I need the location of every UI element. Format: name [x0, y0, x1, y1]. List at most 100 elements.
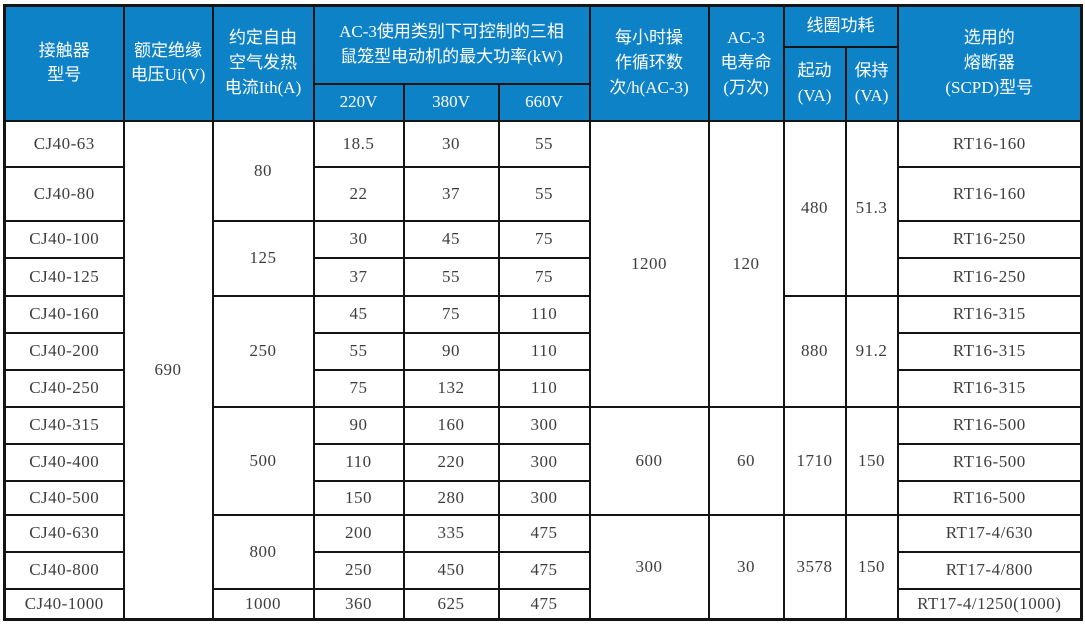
table-row: CJ40-125 37 55 75 RT16-250 — [3, 256, 1083, 297]
header-row-1: 接触器 型号 额定绝缘 电压Ui(V) 约定自由 空气发热 电流Ith(A) A… — [3, 4, 1083, 122]
fuse-cell: RT16-500 — [896, 405, 1083, 445]
coil-start-cell: 1710 — [782, 405, 847, 516]
model-cell: CJ40-800 — [3, 550, 125, 590]
life-cell: 60 — [707, 405, 785, 516]
power-660-cell: 475 — [497, 550, 591, 590]
power-660-cell: 110 — [497, 368, 591, 408]
power-380-cell: 45 — [402, 219, 500, 259]
header-electrical-life: AC-3 电寿命 (万次) — [707, 4, 785, 122]
table-row: CJ40-400 110 220 300 RT16-500 — [3, 442, 1083, 482]
model-cell: CJ40-500 — [3, 479, 125, 516]
table-header: 接触器 型号 额定绝缘 电压Ui(V) 约定自由 空气发热 电流Ith(A) A… — [3, 4, 1083, 122]
header-model: 接触器 型号 — [3, 4, 125, 122]
coil-hold-cell: 150 — [844, 513, 899, 621]
ith-cell: 800 — [211, 513, 315, 590]
table-row: CJ40-80 22 37 55 RT16-160 — [3, 165, 1083, 222]
fuse-cell: RT16-250 — [896, 219, 1083, 259]
power-220-cell: 250 — [312, 550, 405, 590]
cycles-cell: 1200 — [588, 119, 710, 408]
model-cell: CJ40-125 — [3, 256, 125, 297]
header-coil-power: 线圈功耗 — [782, 4, 899, 48]
model-cell: CJ40-630 — [3, 513, 125, 553]
contactor-spec-table: 接触器 型号 额定绝缘 电压Ui(V) 约定自由 空气发热 电流Ith(A) A… — [3, 4, 1084, 621]
model-cell: CJ40-160 — [3, 294, 125, 334]
coil-start-cell: 3578 — [782, 513, 847, 621]
header-thermal-current: 约定自由 空气发热 电流Ith(A) — [211, 4, 315, 122]
power-380-cell: 280 — [402, 479, 500, 516]
fuse-cell: RT17-4/1250(1000) — [896, 587, 1083, 621]
life-cell: 30 — [707, 513, 785, 621]
header-op-cycles: 每小时操 作循环数 次/h(AC-3) — [588, 4, 710, 122]
table-row: CJ40-100 125 30 45 75 RT16-250 — [3, 219, 1083, 297]
fuse-cell: RT17-4/630 — [896, 513, 1083, 553]
fuse-cell: RT16-315 — [896, 368, 1083, 408]
header-insulation-voltage: 额定绝缘 电压Ui(V) — [122, 4, 214, 122]
power-220-cell: 22 — [312, 165, 405, 222]
coil-hold-cell: 91.2 — [844, 294, 899, 408]
power-660-cell: 55 — [497, 165, 591, 222]
power-660-cell: 75 — [497, 219, 591, 259]
header-power-220: 220V — [312, 82, 405, 122]
power-220-cell: 150 — [312, 479, 405, 516]
power-220-cell: 75 — [312, 368, 405, 408]
voltage-cell: 690 — [122, 119, 214, 621]
table-row: CJ40-630 800 200 335 475 300 30 3578 150 RT17-4/6… — [3, 513, 1083, 621]
header-fuse: 选用的 熔断器 (SCPD)型号 — [896, 4, 1083, 122]
header-coil-hold: 保持 (VA) — [844, 45, 899, 122]
ith-cell: 1000 — [211, 587, 315, 621]
table-row: CJ40-250 75 132 110 RT16-315 — [3, 368, 1083, 408]
table-body: CJ40-63 690 80 18.5 30 55 1200 120 480 51.3 RT16-1… — [3, 119, 1083, 621]
fuse-cell: RT16-160 — [896, 119, 1083, 168]
model-cell: CJ40-1000 — [3, 587, 125, 621]
ith-cell: 80 — [211, 119, 315, 222]
model-cell: CJ40-400 — [3, 442, 125, 482]
table-row: CJ40-800 250 450 475 RT17-4/800 — [3, 550, 1083, 590]
header-row-3: 220V 380V 660V — [5, 82, 1082, 122]
power-660-cell: 300 — [497, 442, 591, 482]
power-660-cell: 75 — [497, 256, 591, 297]
header-coil-start: 起动 (VA) — [782, 45, 847, 122]
fuse-cell: RT16-315 — [896, 331, 1083, 371]
power-660-cell: 475 — [497, 587, 591, 621]
fuse-cell: RT16-500 — [896, 442, 1083, 482]
power-380-cell: 30 — [402, 119, 500, 168]
power-220-cell: 360 — [312, 587, 405, 621]
cycles-cell: 600 — [588, 405, 710, 516]
model-cell: CJ40-100 — [3, 219, 125, 259]
table-row: CJ40-200 55 90 110 RT16-315 — [3, 331, 1083, 371]
fuse-cell: RT16-500 — [896, 479, 1083, 516]
model-cell: CJ40-80 — [3, 165, 125, 222]
power-660-cell: 300 — [497, 405, 591, 445]
model-cell: CJ40-250 — [3, 368, 125, 408]
fuse-cell: RT17-4/800 — [896, 550, 1083, 590]
power-660-cell: 110 — [497, 294, 591, 334]
power-380-cell: 55 — [402, 256, 500, 297]
coil-hold-cell: 150 — [844, 405, 899, 516]
power-660-cell: 55 — [497, 119, 591, 168]
fuse-cell: RT16-315 — [896, 294, 1083, 334]
power-380-cell: 450 — [402, 550, 500, 590]
power-380-cell: 132 — [402, 368, 500, 408]
cycles-cell: 300 — [588, 513, 710, 621]
life-cell: 120 — [707, 119, 785, 408]
power-380-cell: 75 — [402, 294, 500, 334]
ith-cell: 125 — [211, 219, 315, 297]
table-row: CJ40-63 690 80 18.5 30 55 1200 120 480 51.3 RT16-1… — [3, 119, 1083, 621]
fuse-cell: RT16-160 — [896, 165, 1083, 222]
power-220-cell: 110 — [312, 442, 405, 482]
power-660-cell: 110 — [497, 331, 591, 371]
model-cell: CJ40-200 — [3, 331, 125, 371]
power-220-cell: 37 — [312, 256, 405, 297]
power-220-cell: 30 — [312, 219, 405, 259]
table-row: CJ40-1000 1000 360 625 475 RT17-4/1250(1000) — [3, 587, 1083, 621]
table-row: CJ40-160 250 45 75 110 880 91.2 RT16-315 — [3, 294, 1083, 408]
table-row: CJ40-500 150 280 300 RT16-500 — [3, 479, 1083, 516]
model-cell: CJ40-63 — [3, 119, 125, 168]
power-220-cell: 18.5 — [312, 119, 405, 168]
table-row: CJ40-315 500 90 160 300 600 60 1710 150 RT16-500 — [3, 405, 1083, 516]
coil-start-cell: 880 — [782, 294, 847, 408]
header-row-2: 起动 (VA) 保持 (VA) — [5, 45, 1082, 122]
power-220-cell: 90 — [312, 405, 405, 445]
power-660-cell: 300 — [497, 479, 591, 516]
